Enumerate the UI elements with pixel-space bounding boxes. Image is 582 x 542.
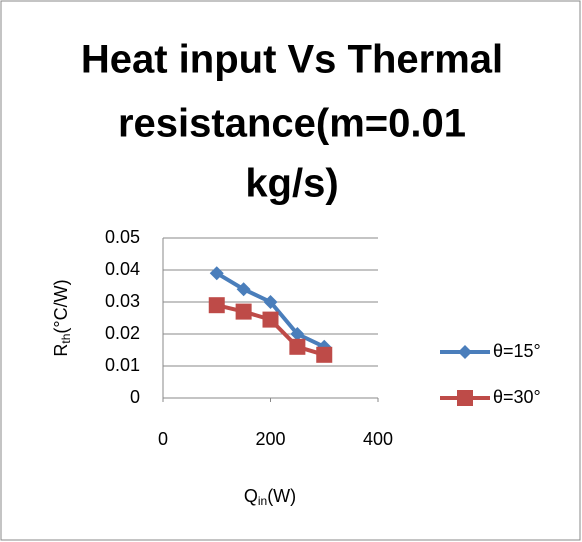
legend-marker xyxy=(457,390,473,406)
legend-label: θ=30° xyxy=(493,387,541,407)
x-tick-label: 400 xyxy=(363,429,393,449)
marker xyxy=(209,266,224,281)
y-tick-label: 0.04 xyxy=(105,259,140,279)
marker xyxy=(262,311,279,328)
marker xyxy=(263,295,278,309)
x-tick-label: 0 xyxy=(158,429,168,449)
y-tick-label: 0 xyxy=(130,387,140,407)
y-tick-label: 0.05 xyxy=(105,227,140,247)
chart-title: resistance(m=0.01 xyxy=(118,102,466,146)
marker xyxy=(235,303,252,320)
y-tick-label: 0.03 xyxy=(105,291,140,311)
y-axis-title: Rth(°C/W) xyxy=(51,279,73,356)
marker xyxy=(290,327,305,341)
marker xyxy=(316,346,333,363)
marker xyxy=(236,282,251,297)
y-tick-label: 0.01 xyxy=(105,355,140,375)
y-tick-label: 0.02 xyxy=(105,323,140,343)
chart-title: kg/s) xyxy=(245,162,338,206)
marker xyxy=(289,338,306,355)
legend-label: θ=15° xyxy=(493,341,541,361)
chart-title: Heat input Vs Thermal xyxy=(81,38,503,82)
marker xyxy=(208,297,225,314)
legend-marker xyxy=(458,345,472,359)
x-tick-label: 200 xyxy=(255,429,285,449)
x-axis-title: Qin(W) xyxy=(244,486,296,508)
